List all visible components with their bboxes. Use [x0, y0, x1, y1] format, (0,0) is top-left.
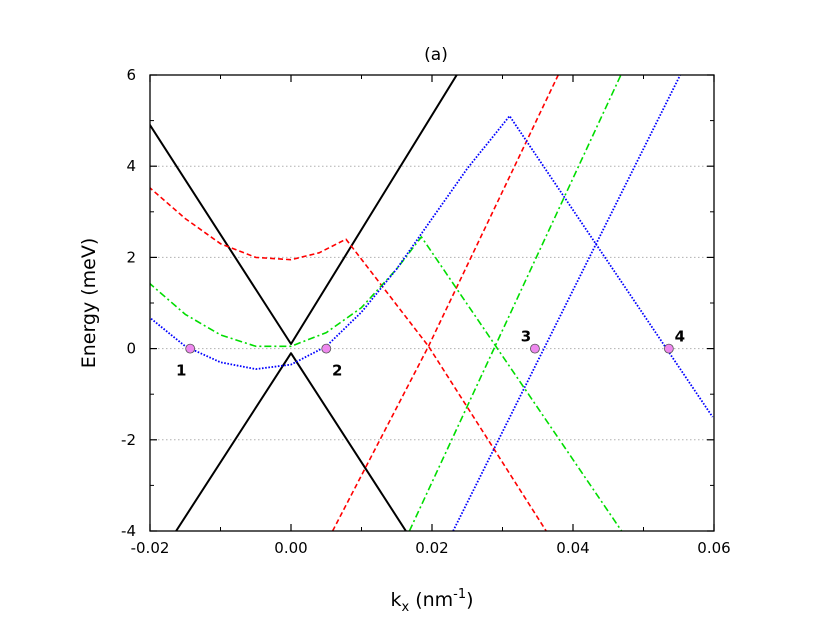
chart-title: (a)	[424, 45, 448, 65]
axis-ticks	[149, 74, 715, 532]
marker-point-4	[663, 343, 674, 354]
x-tick-label: 0.02	[415, 539, 448, 557]
y-tick-label: 6	[126, 66, 136, 84]
x-tick-label: -0.02	[131, 539, 170, 557]
x-axis-title: kx (nm-1)	[390, 587, 473, 615]
marker-point-1	[185, 343, 196, 354]
y-tick-label: 4	[126, 157, 136, 175]
marker-point-2	[321, 343, 332, 354]
y-tick-label: 2	[126, 248, 136, 266]
marker-label-2: 2	[332, 362, 342, 380]
grid-lines	[150, 165, 714, 441]
series-4-branch-1	[150, 115, 714, 418]
data-markers: 1 2 3 4	[176, 328, 685, 380]
x-axis-title-subscript: x	[401, 600, 409, 615]
y-tick-label: -2	[121, 431, 136, 449]
x-tick-label: 0.00	[274, 539, 307, 557]
x-tick-label: 0.06	[697, 539, 730, 557]
x-axis-title-superscript: -1	[453, 587, 466, 602]
series-3-branch-1	[150, 236, 623, 531]
series-2-branch-1	[150, 186, 547, 531]
marker-point-3	[530, 343, 540, 354]
y-axis-title: Energy (meV)	[78, 238, 100, 369]
series-1-branch-1	[150, 75, 458, 345]
series-1-branch-2	[175, 352, 407, 531]
y-tick-label: 0	[126, 340, 136, 358]
x-axis-title-k: k	[390, 589, 401, 611]
series-4-branch-2	[452, 75, 682, 531]
series-2-branch-2	[331, 75, 559, 531]
series-3-branch-2	[408, 75, 622, 531]
x-axis-title-close: )	[466, 589, 473, 611]
marker-label-3: 3	[521, 328, 531, 346]
marker-label-4: 4	[675, 328, 685, 346]
x-tick-label: 0.04	[556, 539, 589, 557]
y-tick-label: -4	[121, 522, 136, 540]
plot-series	[150, 75, 714, 531]
marker-label-1: 1	[176, 362, 186, 380]
axis-tick-labels: -0.02 0.00 0.02 0.04 0.06 -4 -2 0 2 4 6	[121, 66, 731, 557]
plot-frame	[149, 74, 715, 532]
x-axis-title-unit: (nm	[409, 589, 453, 611]
